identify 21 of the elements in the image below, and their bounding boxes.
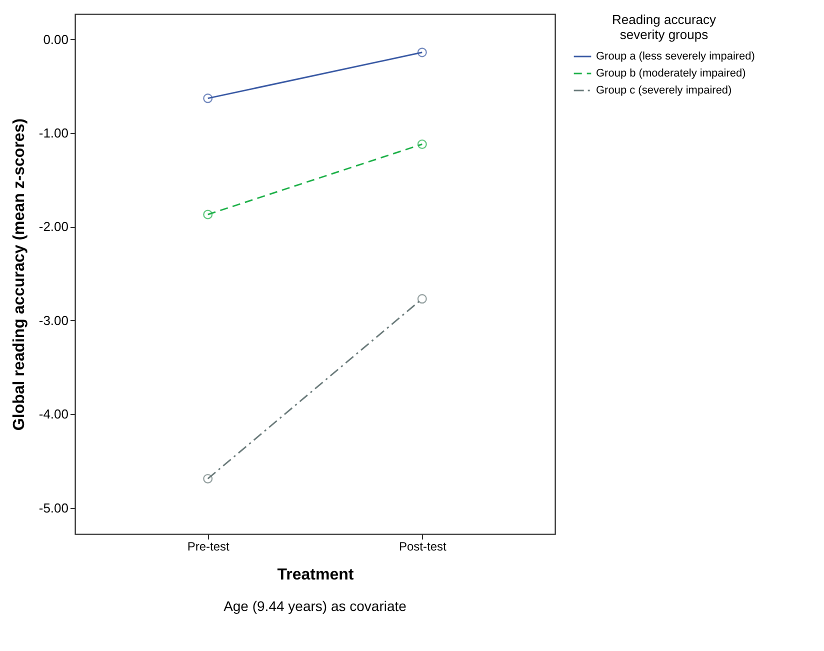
point: [417, 294, 427, 304]
legend-label: Group c (severely impaired): [596, 84, 732, 96]
point: [417, 139, 427, 150]
point: [203, 210, 213, 220]
point: [203, 94, 213, 104]
y-axis-title: Global reading accuracy (mean z-scores): [10, 118, 28, 431]
y-tick-label: -4.00: [38, 406, 68, 422]
legend-title: Reading accuracy severity groups: [612, 12, 717, 42]
x-tick-label: Pre-test: [187, 540, 230, 554]
legend-label: Group b (moderately impaired): [596, 68, 746, 80]
y-tick-label: -3.00: [38, 312, 68, 328]
y-tick-label: -2.00: [38, 219, 68, 234]
legend-label: Group a (less severely impaired): [596, 50, 755, 62]
point: [203, 474, 213, 484]
text: Age (9.44 years) as covariate: [224, 598, 407, 614]
y-tick-label: -1.00: [38, 125, 68, 140]
y-tick-label: -5.00: [38, 500, 68, 516]
x-tick-label: Post-test: [398, 540, 447, 554]
point: [417, 48, 427, 58]
x-axis-title: Treatment: [277, 566, 354, 584]
y-tick-label: 0.00: [43, 32, 68, 47]
